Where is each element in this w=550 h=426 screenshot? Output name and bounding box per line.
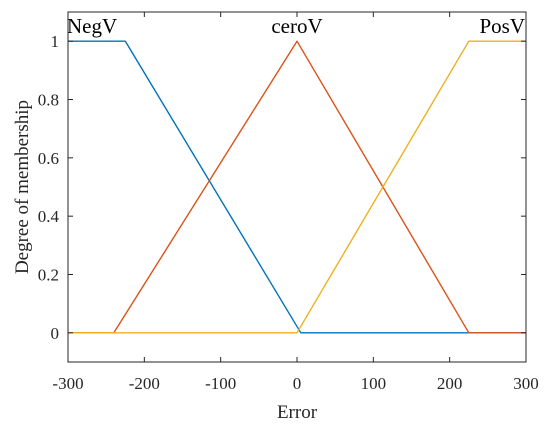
x-tick-label: -300	[52, 374, 83, 393]
x-tick-label: -200	[129, 374, 160, 393]
y-tick-label: 1	[51, 32, 60, 51]
series-label-negv: NegV	[67, 14, 117, 38]
y-tick-label: 0.8	[38, 91, 59, 110]
series-line-posv	[68, 40, 526, 334]
series-line-negv	[68, 40, 526, 334]
axis-tick-labels: -300 -200 -100 0 100 200 300 0 0.2 0.4 0.6 0.8 1	[38, 32, 539, 393]
axis-ticks	[67, 12, 527, 362]
y-tick-label: 0.4	[38, 207, 60, 226]
plot-area	[68, 40, 526, 334]
series-label-cerov: ceroV	[271, 14, 322, 38]
y-tick-label: 0.6	[38, 149, 59, 168]
x-axis-label: Error	[277, 402, 318, 423]
y-axis-label: Degree of membership	[12, 100, 33, 274]
axes-box	[67, 11, 527, 363]
x-tick-label: 100	[361, 374, 387, 393]
x-tick-label: 300	[513, 374, 539, 393]
x-tick-label: 200	[437, 374, 463, 393]
y-tick-label: 0	[51, 324, 60, 343]
y-tick-label: 0.2	[38, 266, 59, 285]
x-tick-label: 0	[293, 374, 302, 393]
series-label-posv: PosV	[479, 14, 525, 38]
x-tick-label: -100	[205, 374, 236, 393]
series-line-cerov	[68, 40, 526, 334]
